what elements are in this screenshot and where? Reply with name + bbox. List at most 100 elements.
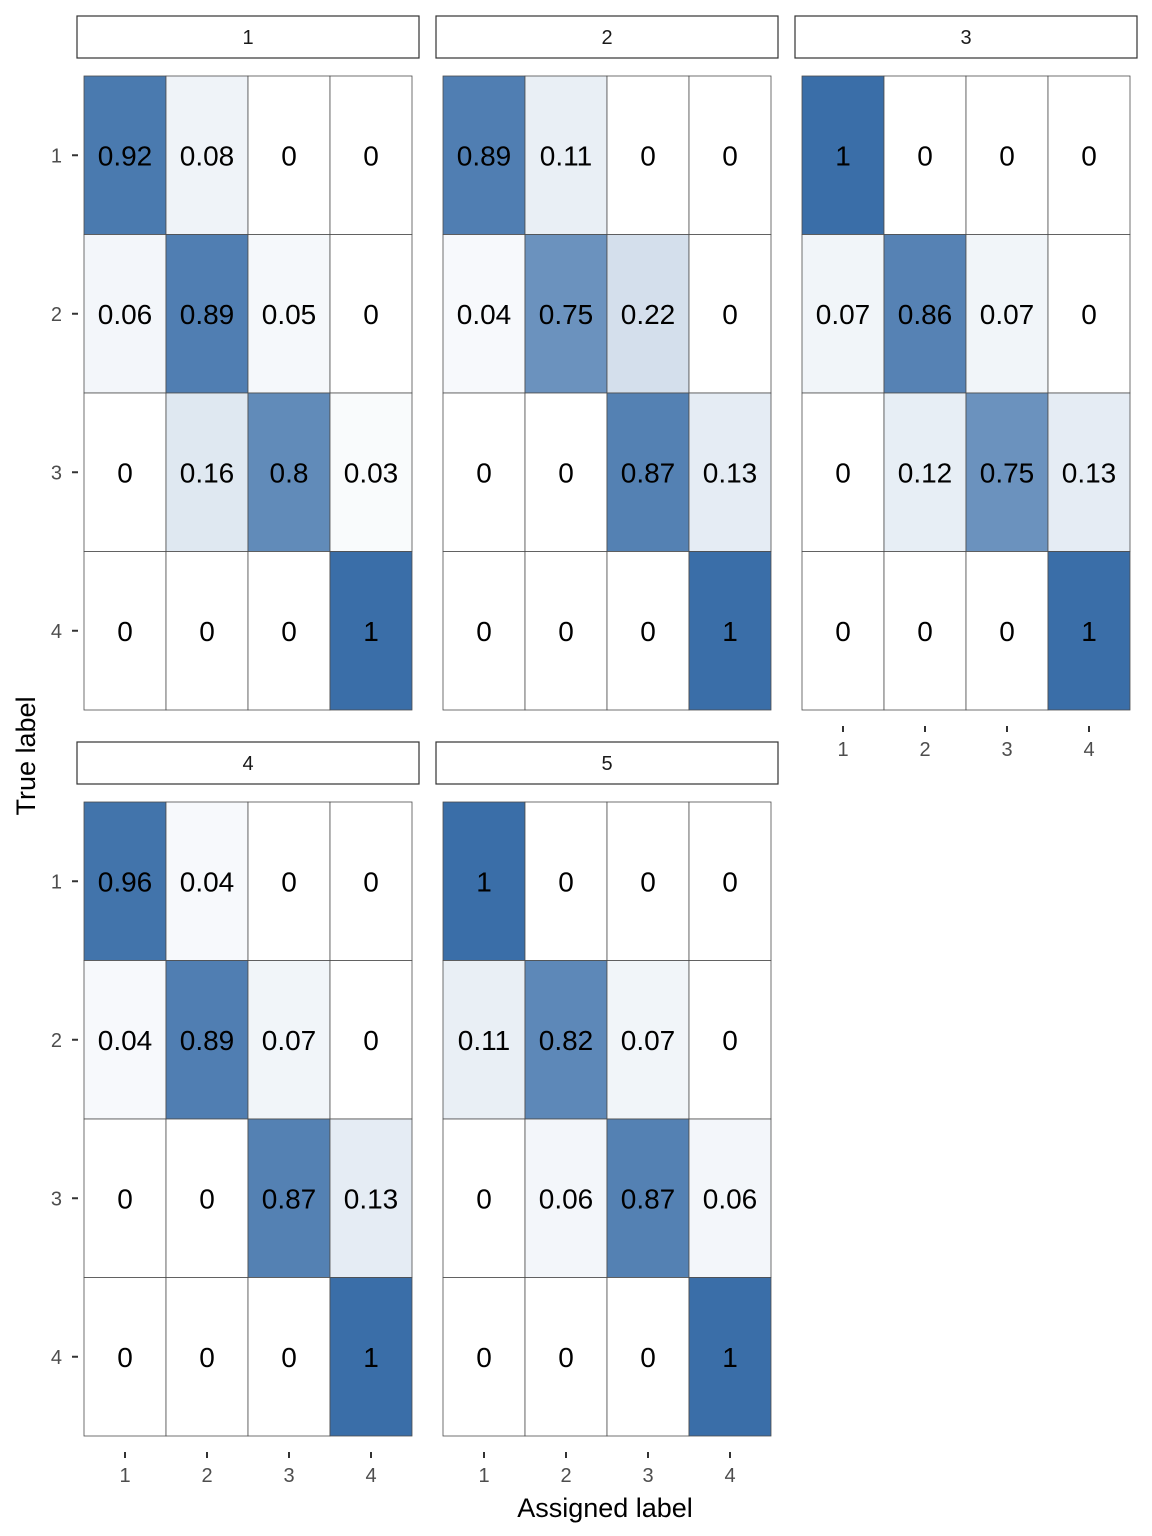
heatmap-cell <box>165 1277 249 1437</box>
cell-value-label: 0.89 <box>180 1025 235 1056</box>
heatmap-cell <box>329 801 413 961</box>
cell-value-label: 0.03 <box>344 457 399 488</box>
cell-value-label: 0.07 <box>262 1025 317 1056</box>
heatmap-cell <box>801 551 885 711</box>
cell-value-label: 0 <box>1081 299 1097 330</box>
x-tick-label: 3 <box>642 1465 653 1487</box>
cell-value-label: 0.87 <box>621 457 676 488</box>
facet-strip <box>794 15 1138 59</box>
cell-value-label: 0.04 <box>180 866 235 897</box>
cell-value-label: 0 <box>281 616 297 647</box>
heatmap-cell <box>688 392 772 552</box>
cell-value-label: 0 <box>199 1342 215 1373</box>
heatmap-cell <box>524 234 608 394</box>
heatmap-cell <box>1047 551 1131 711</box>
x-axis-title: Assigned label <box>517 1493 693 1523</box>
heatmap-cell <box>165 1118 249 1278</box>
x-tick-label: 4 <box>1083 739 1094 761</box>
cell-value-label: 0 <box>117 616 133 647</box>
heatmap-cell <box>801 392 885 552</box>
cell-value-label: 0 <box>281 866 297 897</box>
heatmap-cell <box>965 75 1049 235</box>
cell-value-label: 0.12 <box>898 457 953 488</box>
heatmap-cell <box>883 75 967 235</box>
heatmap-cell <box>801 75 885 235</box>
heatmap-cell <box>1047 234 1131 394</box>
heatmap-cell <box>606 960 690 1120</box>
cell-value-label: 0.89 <box>180 299 235 330</box>
cell-value-label: 0 <box>281 1342 297 1373</box>
cell-value-label: 0 <box>363 299 379 330</box>
cell-value-label: 0 <box>363 140 379 171</box>
facet-strip-label: 3 <box>960 27 971 49</box>
cell-value-label: 0 <box>117 457 133 488</box>
heatmap-cell <box>442 234 526 394</box>
cell-value-label: 0 <box>199 1183 215 1214</box>
y-tick-label: 1 <box>51 871 62 893</box>
cell-value-label: 0.13 <box>703 457 758 488</box>
facet-strip <box>76 15 420 59</box>
heatmap-cell <box>247 392 331 552</box>
cell-value-label: 0.06 <box>539 1183 594 1214</box>
cell-value-label: 1 <box>1081 616 1097 647</box>
cell-value-label: 0.75 <box>539 299 594 330</box>
cell-value-label: 0 <box>917 616 933 647</box>
x-tick-label: 1 <box>837 739 848 761</box>
y-tick-label: 4 <box>51 621 62 643</box>
cell-value-label: 0.13 <box>344 1183 399 1214</box>
cell-value-label: 0 <box>476 1183 492 1214</box>
y-tick-label: 3 <box>51 462 62 484</box>
x-tick-label: 3 <box>1001 739 1012 761</box>
cell-value-label: 0 <box>558 866 574 897</box>
heatmap-cell <box>83 1277 167 1437</box>
heatmap-cell <box>442 1277 526 1437</box>
facet-strip-label: 5 <box>601 753 612 775</box>
cell-value-label: 0 <box>640 1342 656 1373</box>
cell-value-label: 0 <box>917 140 933 171</box>
heatmap-cell <box>329 551 413 711</box>
heatmap-cell <box>606 392 690 552</box>
heatmap-cell <box>83 392 167 552</box>
cell-value-label: 0 <box>835 616 851 647</box>
heatmap-cell <box>247 75 331 235</box>
cell-value-label: 0 <box>722 299 738 330</box>
cell-value-label: 0.87 <box>621 1183 676 1214</box>
facet-strip <box>76 741 420 785</box>
x-tick-label: 4 <box>724 1465 735 1487</box>
cell-value-label: 0.04 <box>457 299 512 330</box>
cell-value-label: 0.13 <box>1062 457 1117 488</box>
heatmap-cell <box>524 75 608 235</box>
cell-value-label: 1 <box>722 616 738 647</box>
heatmap-cell <box>524 392 608 552</box>
cell-value-label: 0.92 <box>98 140 153 171</box>
heatmap-cell <box>688 75 772 235</box>
cell-value-label: 0 <box>363 866 379 897</box>
cell-value-label: 0.87 <box>262 1183 317 1214</box>
heatmap-cell <box>83 234 167 394</box>
facet-strip <box>435 741 779 785</box>
cell-value-label: 0 <box>999 616 1015 647</box>
x-tick-label: 2 <box>560 1465 571 1487</box>
cell-value-label: 0.04 <box>98 1025 153 1056</box>
y-tick-label: 2 <box>51 304 62 326</box>
heatmap-cell <box>329 392 413 552</box>
cell-value-label: 0.11 <box>458 1025 510 1056</box>
cell-value-label: 0 <box>640 866 656 897</box>
cell-value-label: 0 <box>722 1025 738 1056</box>
x-tick-label: 1 <box>119 1465 130 1487</box>
heatmap-cell <box>1047 75 1131 235</box>
cell-value-label: 0.82 <box>539 1025 594 1056</box>
heatmap-cell <box>606 551 690 711</box>
heatmap-cell <box>247 801 331 961</box>
x-tick-label: 1 <box>478 1465 489 1487</box>
y-tick-label: 1 <box>51 145 62 167</box>
heatmap-cell <box>688 960 772 1120</box>
heatmap-cell <box>165 551 249 711</box>
heatmap-cell <box>606 1277 690 1437</box>
heatmap-cell <box>329 1277 413 1437</box>
cell-value-label: 0.07 <box>816 299 871 330</box>
x-tick-label: 4 <box>365 1465 376 1487</box>
heatmap-cell <box>442 801 526 961</box>
cell-value-label: 0.11 <box>540 140 592 171</box>
